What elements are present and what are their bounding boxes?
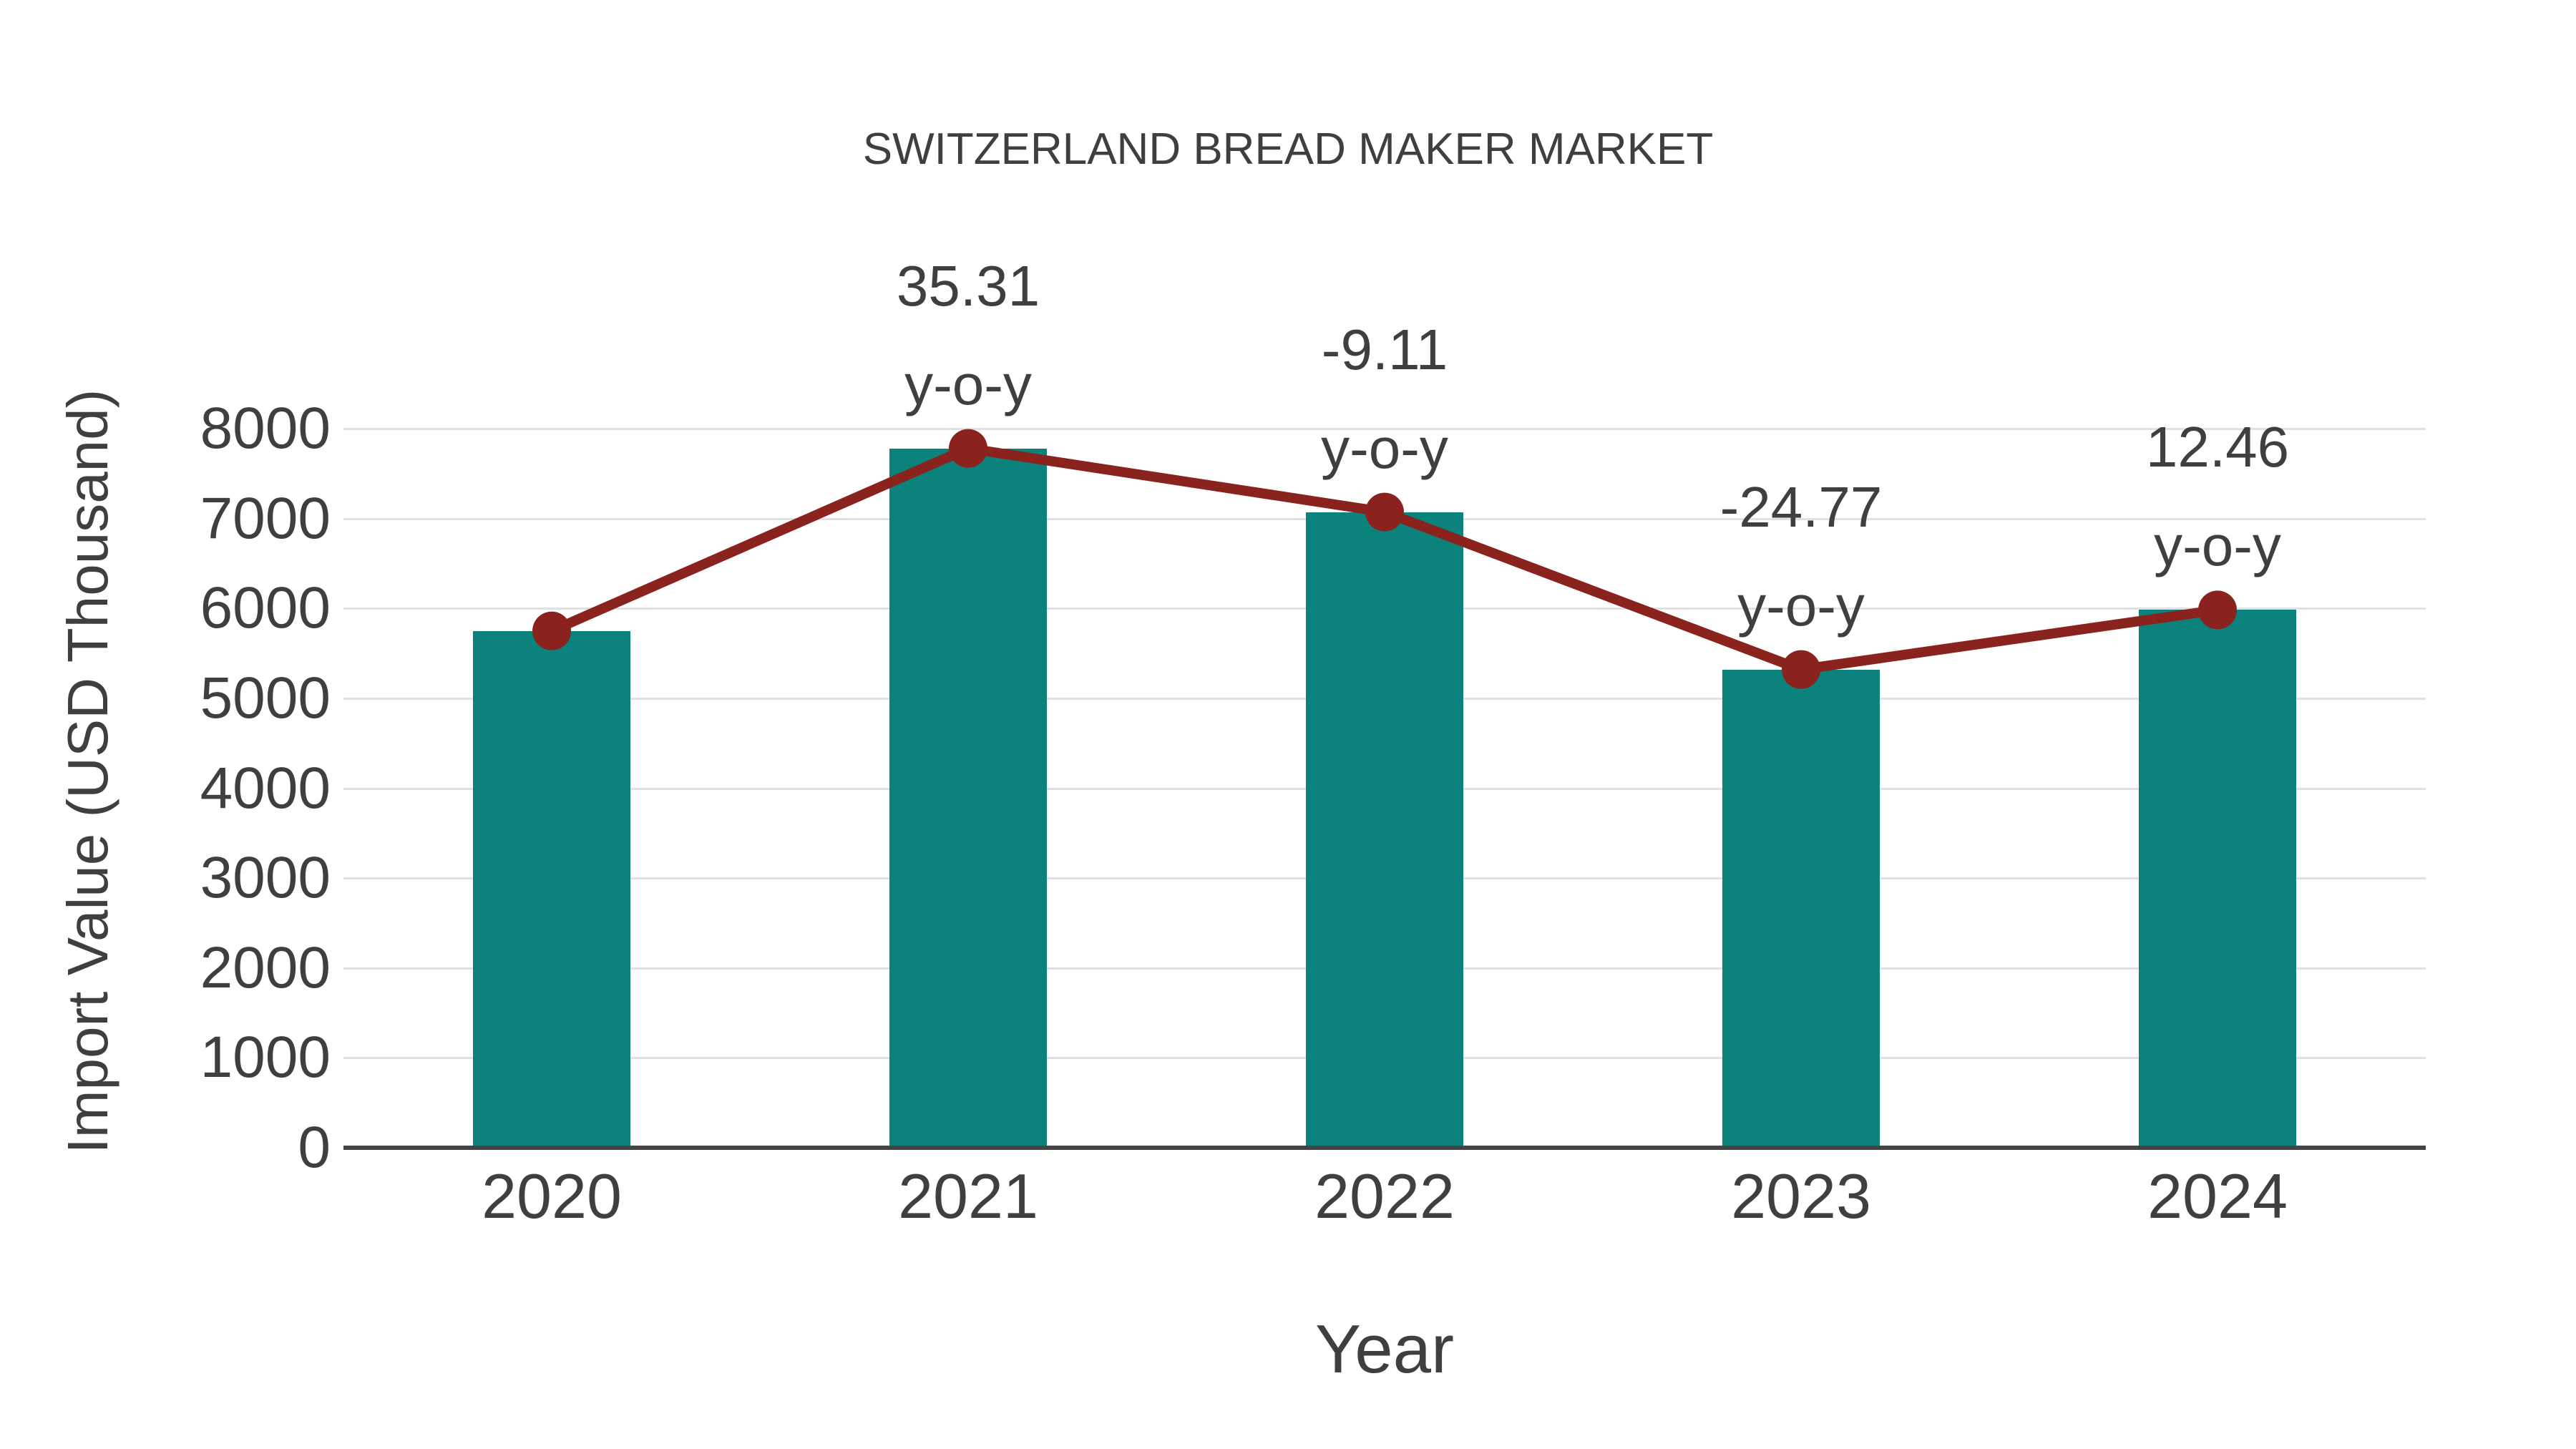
x-tick-label-2021: 2021 <box>898 1161 1038 1231</box>
y-tick-label-0: 0 <box>298 1115 331 1180</box>
x-tick-label-2023: 2023 <box>1731 1161 1871 1231</box>
x-axis-line <box>343 1146 2426 1150</box>
chart-title: SWITZERLAND BREAD MAKER MARKET <box>862 125 1714 174</box>
annotation-suffix-2023: y-o-y <box>1737 574 1865 638</box>
annotation-value-2023: -24.77 <box>1719 475 1883 539</box>
bar-2024 <box>2139 610 2296 1148</box>
annotation-value-2021: 35.31 <box>896 254 1040 318</box>
bar-2021 <box>889 449 1047 1148</box>
bar-2020 <box>473 631 630 1148</box>
y-tick-label-8000: 8000 <box>200 396 331 461</box>
x-tick-label-2024: 2024 <box>2147 1161 2288 1231</box>
bar-2023 <box>1722 670 1880 1148</box>
y-tick-label-2000: 2000 <box>200 935 331 1000</box>
data-point-marker-2020 <box>532 611 571 650</box>
gridline-8000 <box>343 428 2426 430</box>
data-point-marker-2023 <box>1782 650 1820 689</box>
bar-2022 <box>1306 512 1463 1148</box>
y-tick-label-7000: 7000 <box>200 486 331 551</box>
annotation-value-2022: -9.11 <box>1321 318 1448 381</box>
annotation-2023: -24.77 y-o-y <box>1720 458 1883 655</box>
x-tick-label-2022: 2022 <box>1314 1161 1455 1231</box>
data-point-marker-2022 <box>1365 492 1404 532</box>
data-point-marker-2021 <box>949 429 987 468</box>
x-axis-title: Year <box>1315 1311 1454 1387</box>
annotation-suffix-2022: y-o-y <box>1321 416 1448 480</box>
annotation-2024: 12.46 y-o-y <box>2146 398 2289 595</box>
y-tick-label-6000: 6000 <box>200 575 331 640</box>
annotation-2021: 35.31 y-o-y <box>897 237 1040 434</box>
y-tick-label-3000: 3000 <box>200 845 331 910</box>
annotation-value-2024: 12.46 <box>2145 415 2290 479</box>
annotation-2022: -9.11 y-o-y <box>1321 301 1448 498</box>
y-tick-label-1000: 1000 <box>200 1025 331 1090</box>
y-tick-label-4000: 4000 <box>200 756 331 821</box>
annotation-suffix-2021: y-o-y <box>904 353 1032 416</box>
y-tick-label-5000: 5000 <box>200 665 331 731</box>
data-point-marker-2024 <box>2198 590 2237 630</box>
annotation-suffix-2024: y-o-y <box>2154 514 2281 577</box>
x-tick-label-2020: 2020 <box>482 1161 622 1231</box>
